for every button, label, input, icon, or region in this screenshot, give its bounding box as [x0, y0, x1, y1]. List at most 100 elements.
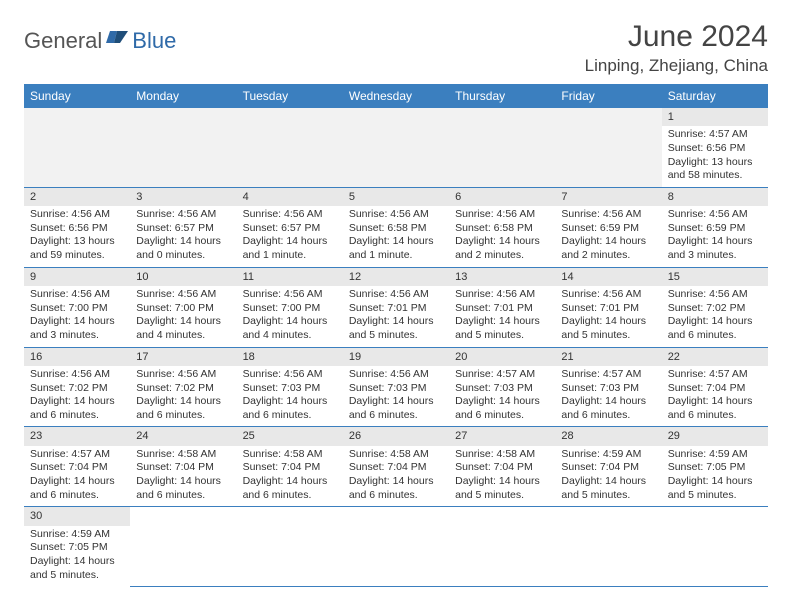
location: Linping, Zhejiang, China — [585, 56, 768, 76]
sunrise-line: Sunrise: 4:59 AM — [561, 448, 655, 462]
sunset-line: Sunset: 6:59 PM — [561, 222, 655, 236]
sunset-line: Sunset: 6:57 PM — [243, 222, 337, 236]
day-body: Sunrise: 4:56 AMSunset: 7:00 PMDaylight:… — [130, 286, 236, 347]
calendar-cell: 26Sunrise: 4:58 AMSunset: 7:04 PMDayligh… — [343, 427, 449, 507]
calendar-cell — [343, 108, 449, 187]
daylight-line: Daylight: 14 hours and 5 minutes. — [30, 555, 124, 582]
flag-icon — [106, 29, 128, 50]
calendar-cell: 1Sunrise: 4:57 AMSunset: 6:56 PMDaylight… — [662, 108, 768, 187]
daylight-line: Daylight: 14 hours and 6 minutes. — [136, 475, 230, 502]
sunset-line: Sunset: 7:04 PM — [561, 461, 655, 475]
brand-logo: General Blue — [24, 20, 176, 54]
sunrise-line: Sunrise: 4:56 AM — [30, 368, 124, 382]
sunset-line: Sunset: 7:00 PM — [30, 302, 124, 316]
title-block: June 2024 Linping, Zhejiang, China — [585, 20, 768, 76]
sunrise-line: Sunrise: 4:56 AM — [30, 288, 124, 302]
calendar-cell: 22Sunrise: 4:57 AMSunset: 7:04 PMDayligh… — [662, 347, 768, 427]
sunrise-line: Sunrise: 4:56 AM — [455, 288, 549, 302]
daylight-line: Daylight: 14 hours and 6 minutes. — [349, 475, 443, 502]
sunrise-line: Sunrise: 4:57 AM — [668, 128, 762, 142]
calendar-cell: 21Sunrise: 4:57 AMSunset: 7:03 PMDayligh… — [555, 347, 661, 427]
day-number: 7 — [555, 188, 661, 206]
header: General Blue June 2024 Linping, Zhejiang… — [24, 20, 768, 76]
day-number: 8 — [662, 188, 768, 206]
sunset-line: Sunset: 7:03 PM — [243, 382, 337, 396]
calendar-cell — [449, 507, 555, 586]
calendar-cell: 11Sunrise: 4:56 AMSunset: 7:00 PMDayligh… — [237, 267, 343, 347]
calendar-cell: 6Sunrise: 4:56 AMSunset: 6:58 PMDaylight… — [449, 187, 555, 267]
sunset-line: Sunset: 7:05 PM — [30, 541, 124, 555]
daylight-line: Daylight: 14 hours and 6 minutes. — [30, 475, 124, 502]
day-number: 4 — [237, 188, 343, 206]
daylight-line: Daylight: 14 hours and 1 minute. — [349, 235, 443, 262]
day-body: Sunrise: 4:56 AMSunset: 7:03 PMDaylight:… — [237, 366, 343, 427]
sunrise-line: Sunrise: 4:57 AM — [30, 448, 124, 462]
daylight-line: Daylight: 14 hours and 5 minutes. — [455, 315, 549, 342]
day-number: 21 — [555, 348, 661, 366]
sunset-line: Sunset: 7:02 PM — [136, 382, 230, 396]
calendar-cell: 29Sunrise: 4:59 AMSunset: 7:05 PMDayligh… — [662, 427, 768, 507]
calendar-body: 1 Sunrise: 4:57 AM Sunset: 6:56 PM Daylight… — [24, 108, 768, 586]
sunrise-line: Sunrise: 4:56 AM — [349, 288, 443, 302]
sunset-line: Sunset: 7:03 PM — [455, 382, 549, 396]
calendar-cell: 10Sunrise: 4:56 AMSunset: 7:00 PMDayligh… — [130, 267, 236, 347]
calendar-cell: 5Sunrise: 4:56 AMSunset: 6:58 PMDaylight… — [343, 187, 449, 267]
calendar-cell: 4Sunrise: 4:56 AMSunset: 6:57 PMDaylight… — [237, 187, 343, 267]
day-number: 27 — [449, 427, 555, 445]
daylight-line: Daylight: 14 hours and 4 minutes. — [243, 315, 337, 342]
day-number: 1 — [662, 108, 768, 126]
day-body: Sunrise: 4:58 AMSunset: 7:04 PMDaylight:… — [449, 446, 555, 507]
sunrise-line: Sunrise: 4:56 AM — [668, 208, 762, 222]
day-body: Sunrise: 4:57 AMSunset: 7:03 PMDaylight:… — [555, 366, 661, 427]
sunset-line: Sunset: 7:04 PM — [136, 461, 230, 475]
daylight-line: Daylight: 14 hours and 6 minutes. — [243, 475, 337, 502]
day-body: Sunrise: 4:56 AMSunset: 7:00 PMDaylight:… — [237, 286, 343, 347]
day-body: Sunrise: 4:58 AMSunset: 7:04 PMDaylight:… — [237, 446, 343, 507]
daylight-line: Daylight: 13 hours and 58 minutes. — [668, 156, 762, 183]
day-number: 12 — [343, 268, 449, 286]
calendar-cell: 30Sunrise: 4:59 AMSunset: 7:05 PMDayligh… — [24, 507, 130, 586]
day-number: 13 — [449, 268, 555, 286]
daylight-line: Daylight: 14 hours and 2 minutes. — [455, 235, 549, 262]
day-body: Sunrise: 4:56 AMSunset: 7:02 PMDaylight:… — [130, 366, 236, 427]
day-body: Sunrise: 4:58 AMSunset: 7:04 PMDaylight:… — [343, 446, 449, 507]
sunrise-line: Sunrise: 4:56 AM — [668, 288, 762, 302]
day-body: Sunrise: 4:56 AMSunset: 7:00 PMDaylight:… — [24, 286, 130, 347]
sunrise-line: Sunrise: 4:57 AM — [455, 368, 549, 382]
sunset-line: Sunset: 7:03 PM — [349, 382, 443, 396]
sunset-line: Sunset: 6:56 PM — [30, 222, 124, 236]
calendar-cell: 28 Sunrise: 4:59 AMSunset: 7:04 PMDayligh… — [555, 427, 661, 507]
calendar-cell: 9Sunrise: 4:56 AMSunset: 7:00 PMDaylight… — [24, 267, 130, 347]
day-number: 3 — [130, 188, 236, 206]
weekday-header: Sunday — [24, 84, 130, 108]
calendar-cell: 17Sunrise: 4:56 AMSunset: 7:02 PMDayligh… — [130, 347, 236, 427]
day-body: Sunrise: 4:57 AMSunset: 7:03 PMDaylight:… — [449, 366, 555, 427]
day-body: Sunrise: 4:56 AMSunset: 6:59 PMDaylight:… — [662, 206, 768, 267]
sunrise-line: Sunrise: 4:56 AM — [349, 368, 443, 382]
brand-part1: General — [24, 28, 102, 54]
sunrise-line: Sunrise: 4:56 AM — [243, 208, 337, 222]
weekday-header: Wednesday — [343, 84, 449, 108]
day-number: 28 — [555, 427, 661, 445]
day-number: 10 — [130, 268, 236, 286]
weekday-header: Friday — [555, 84, 661, 108]
calendar-cell: 27Sunrise: 4:58 AMSunset: 7:04 PMDayligh… — [449, 427, 555, 507]
calendar-cell — [24, 108, 130, 187]
sunrise-line: Sunrise: 4:56 AM — [136, 208, 230, 222]
day-number: 15 — [662, 268, 768, 286]
daylight-line: Daylight: 14 hours and 5 minutes. — [561, 475, 655, 502]
sunrise-line: Sunrise: 4:56 AM — [243, 368, 337, 382]
weekday-header: Monday — [130, 84, 236, 108]
calendar-cell — [449, 108, 555, 187]
sunrise-line: Sunrise: 4:56 AM — [561, 208, 655, 222]
day-body: Sunrise: 4:56 AMSunset: 6:57 PMDaylight:… — [237, 206, 343, 267]
sunset-line: Sunset: 6:57 PM — [136, 222, 230, 236]
day-number: 24 — [130, 427, 236, 445]
calendar-cell: 2Sunrise: 4:56 AMSunset: 6:56 PMDaylight… — [24, 187, 130, 267]
sunset-line: Sunset: 6:59 PM — [668, 222, 762, 236]
day-number: 19 — [343, 348, 449, 366]
calendar-cell — [555, 507, 661, 586]
daylight-line: Daylight: 14 hours and 5 minutes. — [455, 475, 549, 502]
day-body: Sunrise: 4:56 AMSunset: 6:58 PMDaylight:… — [343, 206, 449, 267]
day-number: 6 — [449, 188, 555, 206]
